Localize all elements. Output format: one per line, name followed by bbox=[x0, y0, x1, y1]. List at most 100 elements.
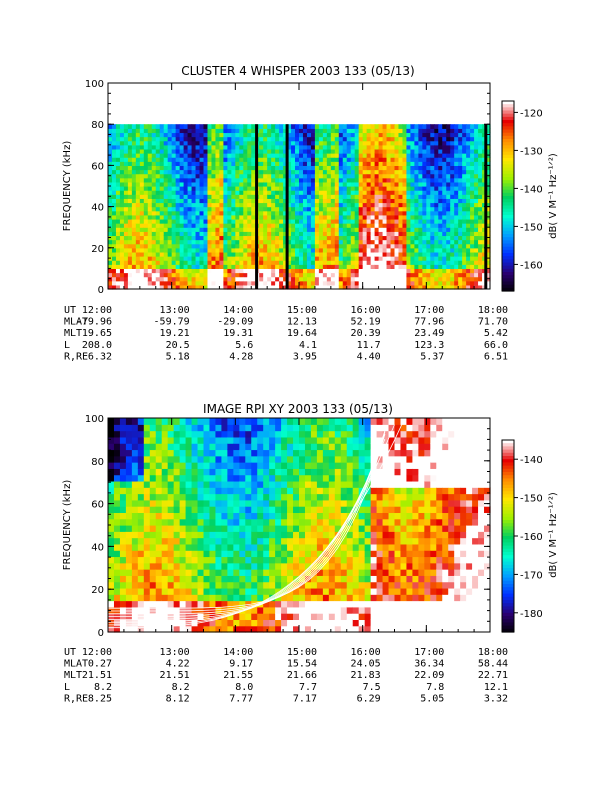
ephemeris-value: 4.1 bbox=[299, 340, 317, 351]
ephemeris-label: R,RE bbox=[64, 351, 88, 362]
y-tick-label: 60 bbox=[91, 161, 104, 172]
ephemeris-value: 21.83 bbox=[351, 670, 381, 681]
ephemeris-value: 8.0 bbox=[235, 682, 253, 693]
ephemeris-value: 19.65 bbox=[82, 328, 112, 339]
y-tick-label: 60 bbox=[91, 500, 104, 511]
ephemeris-value: 123.3 bbox=[414, 340, 444, 351]
ephemeris-value: 21.51 bbox=[160, 670, 190, 681]
ephemeris-label: UT bbox=[64, 647, 76, 658]
colorbar-tick-label: -180 bbox=[520, 609, 543, 620]
ephemeris-value: 19.64 bbox=[287, 328, 317, 339]
ephemeris-value: 8.25 bbox=[88, 693, 112, 704]
heatmap bbox=[108, 124, 491, 289]
y-tick-label: 100 bbox=[85, 414, 104, 425]
colorbar-tick-label: -120 bbox=[520, 108, 543, 119]
ephemeris-value: 19.21 bbox=[160, 328, 190, 339]
ephemeris-value: 14:00 bbox=[223, 305, 253, 316]
ephemeris-value: 6.51 bbox=[484, 351, 508, 362]
ephemeris-value: 4.22 bbox=[166, 659, 190, 670]
ephemeris-value: 8.2 bbox=[94, 682, 112, 693]
ephemeris-value: 17:00 bbox=[414, 305, 444, 316]
y-tick-label: 40 bbox=[91, 542, 104, 553]
ephemeris-value: 77.96 bbox=[414, 317, 444, 328]
ephemeris-value: 17:00 bbox=[414, 647, 444, 658]
ephemeris-value: 6.32 bbox=[88, 351, 112, 362]
ephemeris-value: 21.51 bbox=[82, 670, 112, 681]
ephemeris-value: 66.0 bbox=[484, 340, 508, 351]
ephemeris-value: -79.96 bbox=[76, 317, 112, 328]
colorbar-label: dB( V M⁻¹ Hz⁻¹ᐟ²) bbox=[548, 153, 559, 239]
colorbar-tick-label: -140 bbox=[520, 455, 543, 466]
ephemeris-value: 15.54 bbox=[287, 659, 317, 670]
ephemeris-value: 12.13 bbox=[287, 317, 317, 328]
colorbar-tick-label: -130 bbox=[520, 146, 543, 157]
ephemeris-value: -59.79 bbox=[154, 317, 190, 328]
colorbar-label: dB( V M⁻¹ Hz⁻¹ᐟ²) bbox=[548, 492, 559, 578]
ephemeris-value: 20.39 bbox=[351, 328, 381, 339]
ephemeris-value: 18:00 bbox=[478, 647, 508, 658]
ephemeris-value: 4.40 bbox=[357, 351, 381, 362]
colorbar-tick-label: -150 bbox=[520, 494, 543, 505]
y-tick-label: 80 bbox=[91, 457, 104, 468]
ephemeris-value: 20.5 bbox=[166, 340, 190, 351]
ephemeris-value: 7.5 bbox=[363, 682, 381, 693]
ephemeris-value: 208.0 bbox=[82, 340, 112, 351]
ephemeris-label: MLT bbox=[64, 328, 82, 339]
ephemeris-value: 52.19 bbox=[351, 317, 381, 328]
ephemeris-label: UT bbox=[64, 305, 76, 316]
ephemeris-value: 18:00 bbox=[478, 305, 508, 316]
ephemeris-value: 6.29 bbox=[357, 693, 381, 704]
ephemeris-value: 0.27 bbox=[88, 659, 112, 670]
ephemeris-value: 12:00 bbox=[82, 305, 112, 316]
ephemeris-value: 23.49 bbox=[414, 328, 444, 339]
ephemeris-value: 5.37 bbox=[420, 351, 444, 362]
ephemeris-value: 22.09 bbox=[414, 670, 444, 681]
ephemeris-value: 3.32 bbox=[484, 693, 508, 704]
ephemeris-value: 5.18 bbox=[166, 351, 190, 362]
ephemeris-value: 12.1 bbox=[484, 682, 508, 693]
ephemeris-label: MLT bbox=[64, 670, 82, 681]
colorbar-tick-label: -140 bbox=[520, 184, 543, 195]
ephemeris-value: 7.17 bbox=[293, 693, 317, 704]
colorbar-tick-label: -150 bbox=[520, 222, 543, 233]
ephemeris-label: R,RE bbox=[64, 693, 88, 704]
ephemeris-value: 21.66 bbox=[287, 670, 317, 681]
ephemeris-value: 7.77 bbox=[229, 693, 253, 704]
ephemeris-value: 58.44 bbox=[478, 659, 508, 670]
ephemeris-value: 5.6 bbox=[235, 340, 253, 351]
ephemeris-value: 16:00 bbox=[351, 647, 381, 658]
ephemeris-value: 5.42 bbox=[484, 328, 508, 339]
colorbar-tick-label: -160 bbox=[520, 260, 543, 271]
y-tick-label: 0 bbox=[98, 628, 104, 639]
y-axis-label: FREQUENCY (kHz) bbox=[62, 141, 73, 232]
ephemeris-value: 21.55 bbox=[223, 670, 253, 681]
y-tick-label: 20 bbox=[91, 585, 104, 596]
ephemeris-value: 8.2 bbox=[172, 682, 190, 693]
ephemeris-value: 5.05 bbox=[420, 693, 444, 704]
heatmap bbox=[108, 418, 491, 633]
ephemeris-label: MLAT bbox=[64, 659, 88, 670]
ephemeris-value: 14:00 bbox=[223, 647, 253, 658]
ephemeris-value: 15:00 bbox=[287, 305, 317, 316]
y-tick-label: 0 bbox=[98, 285, 104, 296]
y-tick-label: 20 bbox=[91, 244, 104, 255]
panel-title: IMAGE RPI XY 2003 133 (05/13) bbox=[203, 402, 393, 416]
ephemeris-value: 24.05 bbox=[351, 659, 381, 670]
ephemeris-value: 13:00 bbox=[160, 647, 190, 658]
colorbar-tick-label: -170 bbox=[520, 570, 543, 581]
ephemeris-value: 36.34 bbox=[414, 659, 444, 670]
ephemeris-label: L bbox=[64, 340, 70, 351]
y-axis-label: FREQUENCY (kHz) bbox=[62, 480, 73, 571]
ephemeris-value: 9.17 bbox=[229, 659, 253, 670]
ephemeris-label: L bbox=[64, 682, 70, 693]
ephemeris-value: 7.7 bbox=[299, 682, 317, 693]
ephemeris-value: 16:00 bbox=[351, 305, 381, 316]
colorbar-tick-label: -160 bbox=[520, 532, 543, 543]
ephemeris-value: -29.09 bbox=[217, 317, 253, 328]
ephemeris-value: 19.31 bbox=[223, 328, 253, 339]
y-tick-label: 100 bbox=[85, 79, 104, 90]
ephemeris-value: 8.12 bbox=[166, 693, 190, 704]
ephemeris-value: 7.8 bbox=[426, 682, 444, 693]
ephemeris-value: 13:00 bbox=[160, 305, 190, 316]
